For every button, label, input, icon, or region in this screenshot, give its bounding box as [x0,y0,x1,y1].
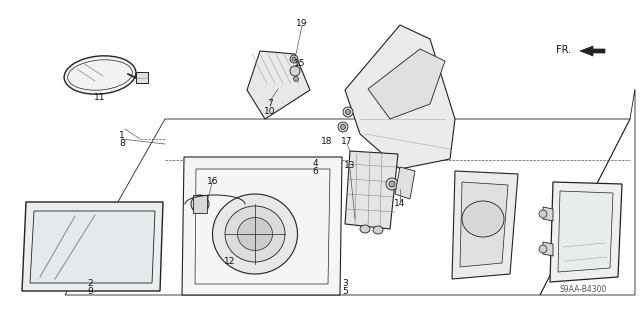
Polygon shape [247,51,310,119]
Text: 3: 3 [342,279,348,288]
Ellipse shape [191,195,209,213]
Polygon shape [30,211,155,283]
Text: 4: 4 [312,160,318,168]
Text: 15: 15 [294,60,306,69]
Polygon shape [345,151,398,229]
Text: 9: 9 [87,287,93,296]
Ellipse shape [343,107,353,117]
Ellipse shape [237,218,273,250]
Ellipse shape [294,77,298,81]
Polygon shape [395,167,415,199]
Polygon shape [345,25,455,169]
Ellipse shape [346,109,351,115]
Ellipse shape [64,56,136,94]
Polygon shape [193,195,207,213]
Polygon shape [22,202,163,291]
Text: 10: 10 [264,108,276,116]
Ellipse shape [290,55,298,63]
Text: 7: 7 [267,100,273,108]
Polygon shape [182,157,342,295]
Text: 5: 5 [342,287,348,296]
Ellipse shape [539,245,547,253]
Polygon shape [368,49,445,119]
Text: 14: 14 [394,199,406,209]
Ellipse shape [292,57,296,61]
Polygon shape [558,191,613,272]
Ellipse shape [360,225,370,233]
Polygon shape [550,182,622,282]
Polygon shape [543,207,553,221]
Text: S9AA-B4300: S9AA-B4300 [559,285,607,293]
Ellipse shape [373,226,383,234]
Ellipse shape [212,194,298,274]
Ellipse shape [340,124,346,130]
Polygon shape [580,46,605,56]
Text: 13: 13 [344,161,356,170]
Text: 19: 19 [296,19,308,28]
Ellipse shape [462,201,504,237]
Polygon shape [452,171,518,279]
Ellipse shape [389,181,395,187]
Ellipse shape [386,178,398,190]
Text: 17: 17 [341,137,353,145]
Text: 8: 8 [119,139,125,149]
Ellipse shape [539,210,547,218]
Polygon shape [543,242,553,256]
Text: 2: 2 [87,279,93,288]
Polygon shape [460,182,508,267]
Ellipse shape [290,66,300,76]
Ellipse shape [338,122,348,132]
Text: 12: 12 [224,256,236,265]
Text: 6: 6 [312,167,318,176]
Ellipse shape [195,199,205,209]
Polygon shape [136,72,148,83]
Text: 18: 18 [321,137,333,145]
Text: 1: 1 [119,131,125,140]
Text: 16: 16 [207,176,219,186]
Text: FR.: FR. [556,45,571,55]
Text: 11: 11 [94,93,106,101]
Ellipse shape [225,206,285,262]
